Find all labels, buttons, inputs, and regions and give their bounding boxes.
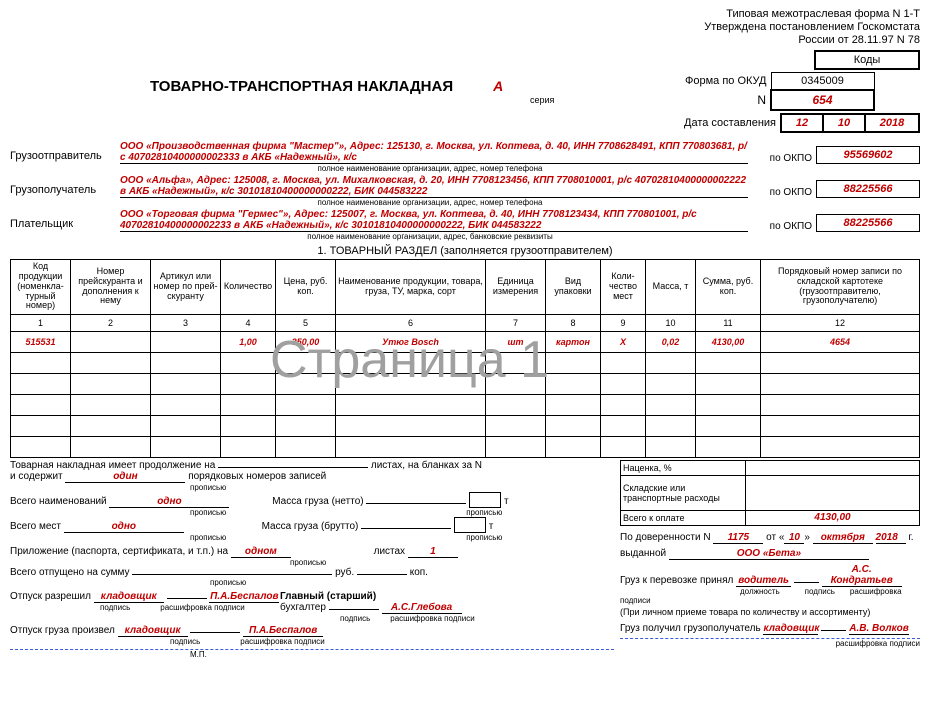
series-letter: А — [493, 78, 503, 94]
section1-title: 1. ТОВАРНЫЙ РАЗДЕЛ (заполняется грузоотп… — [10, 245, 920, 257]
receiver-okpo: 88225566 — [816, 180, 920, 198]
payer-okpo: 88225566 — [816, 214, 920, 232]
codes-box: Коды — [814, 50, 920, 70]
sender-okpo: 95569602 — [816, 146, 920, 164]
sender-text: ООО «Производственная фирма "Мастер"», А… — [120, 141, 747, 163]
payer-label: Плательщик — [10, 218, 120, 232]
okud-row: Форма по ОКУД 0345009 N 654 — [684, 72, 875, 111]
receiver-label: Грузополучатель — [10, 184, 120, 198]
date-box: 12 10 2018 — [780, 113, 920, 133]
sender-label: Грузоотправитель — [10, 150, 120, 164]
payer-text: ООО «Торговая фирма "Гермес"», Адрес: 12… — [120, 209, 697, 231]
footer-area: Товарная накладная имеет продолжение на … — [10, 460, 920, 659]
doc-title: ТОВАРНО-ТРАНСПОРТНАЯ НАКЛАДНАЯ — [150, 78, 453, 95]
form-meta: Типовая межотраслевая форма N 1-Т Утверж… — [10, 8, 920, 48]
goods-table: Код продукции (номенкла-турный номер)Ном… — [10, 259, 920, 458]
receiver-text: ООО «Альфа», Адрес: 125008, г. Москва, у… — [120, 175, 746, 197]
